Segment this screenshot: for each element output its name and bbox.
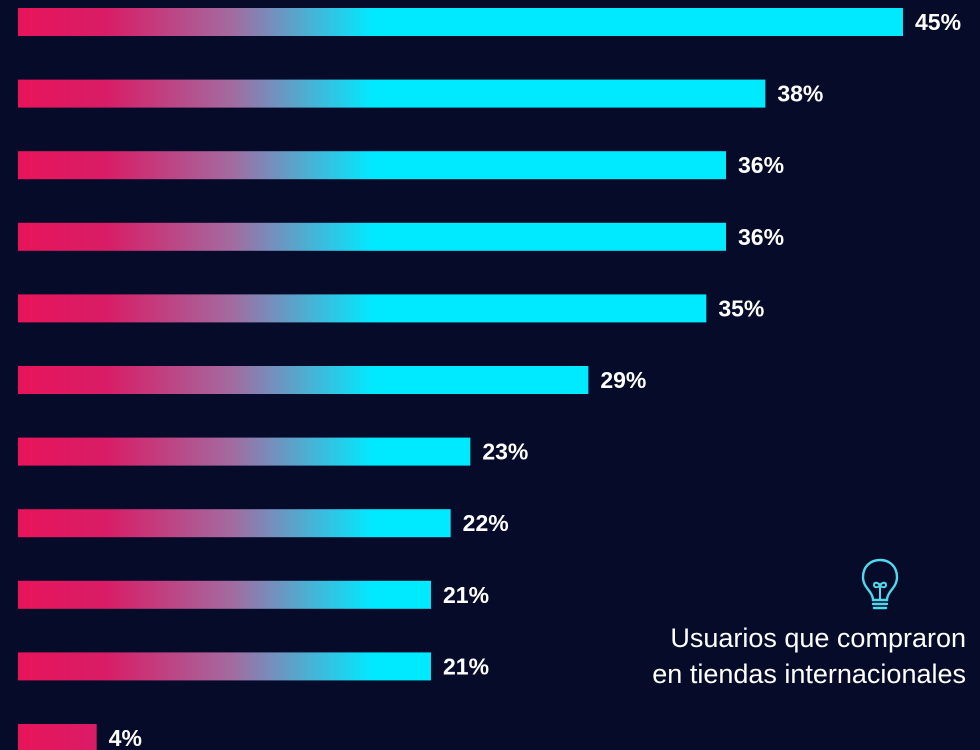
bar-value-label: 35% (718, 295, 764, 321)
bar-value-label: 21% (443, 582, 489, 608)
bar (18, 580, 431, 609)
bar (18, 509, 451, 538)
bar-value-label: 45% (915, 9, 961, 35)
note-text: Usuarios que compraron en tiendas intern… (652, 623, 966, 689)
bar (18, 437, 471, 466)
bar-value-label: 23% (482, 439, 528, 465)
bar-value-label: 22% (463, 510, 509, 536)
lightbulb-icon (861, 558, 899, 610)
bar (18, 222, 726, 251)
bar-value-label: 38% (777, 81, 823, 107)
bar (18, 8, 903, 36)
bar (18, 294, 707, 323)
bar (18, 79, 766, 108)
bar (18, 724, 97, 750)
bar-value-label: 4% (109, 725, 142, 750)
bar-value-label: 36% (738, 224, 784, 250)
bar-value-label: 29% (600, 367, 646, 393)
note-box: Usuarios que compraron en tiendas intern… (646, 558, 966, 692)
bar-value-label: 21% (443, 653, 489, 679)
bar-value-label: 36% (738, 152, 784, 178)
bar (18, 652, 431, 681)
bar (18, 366, 589, 394)
bar (18, 151, 726, 180)
